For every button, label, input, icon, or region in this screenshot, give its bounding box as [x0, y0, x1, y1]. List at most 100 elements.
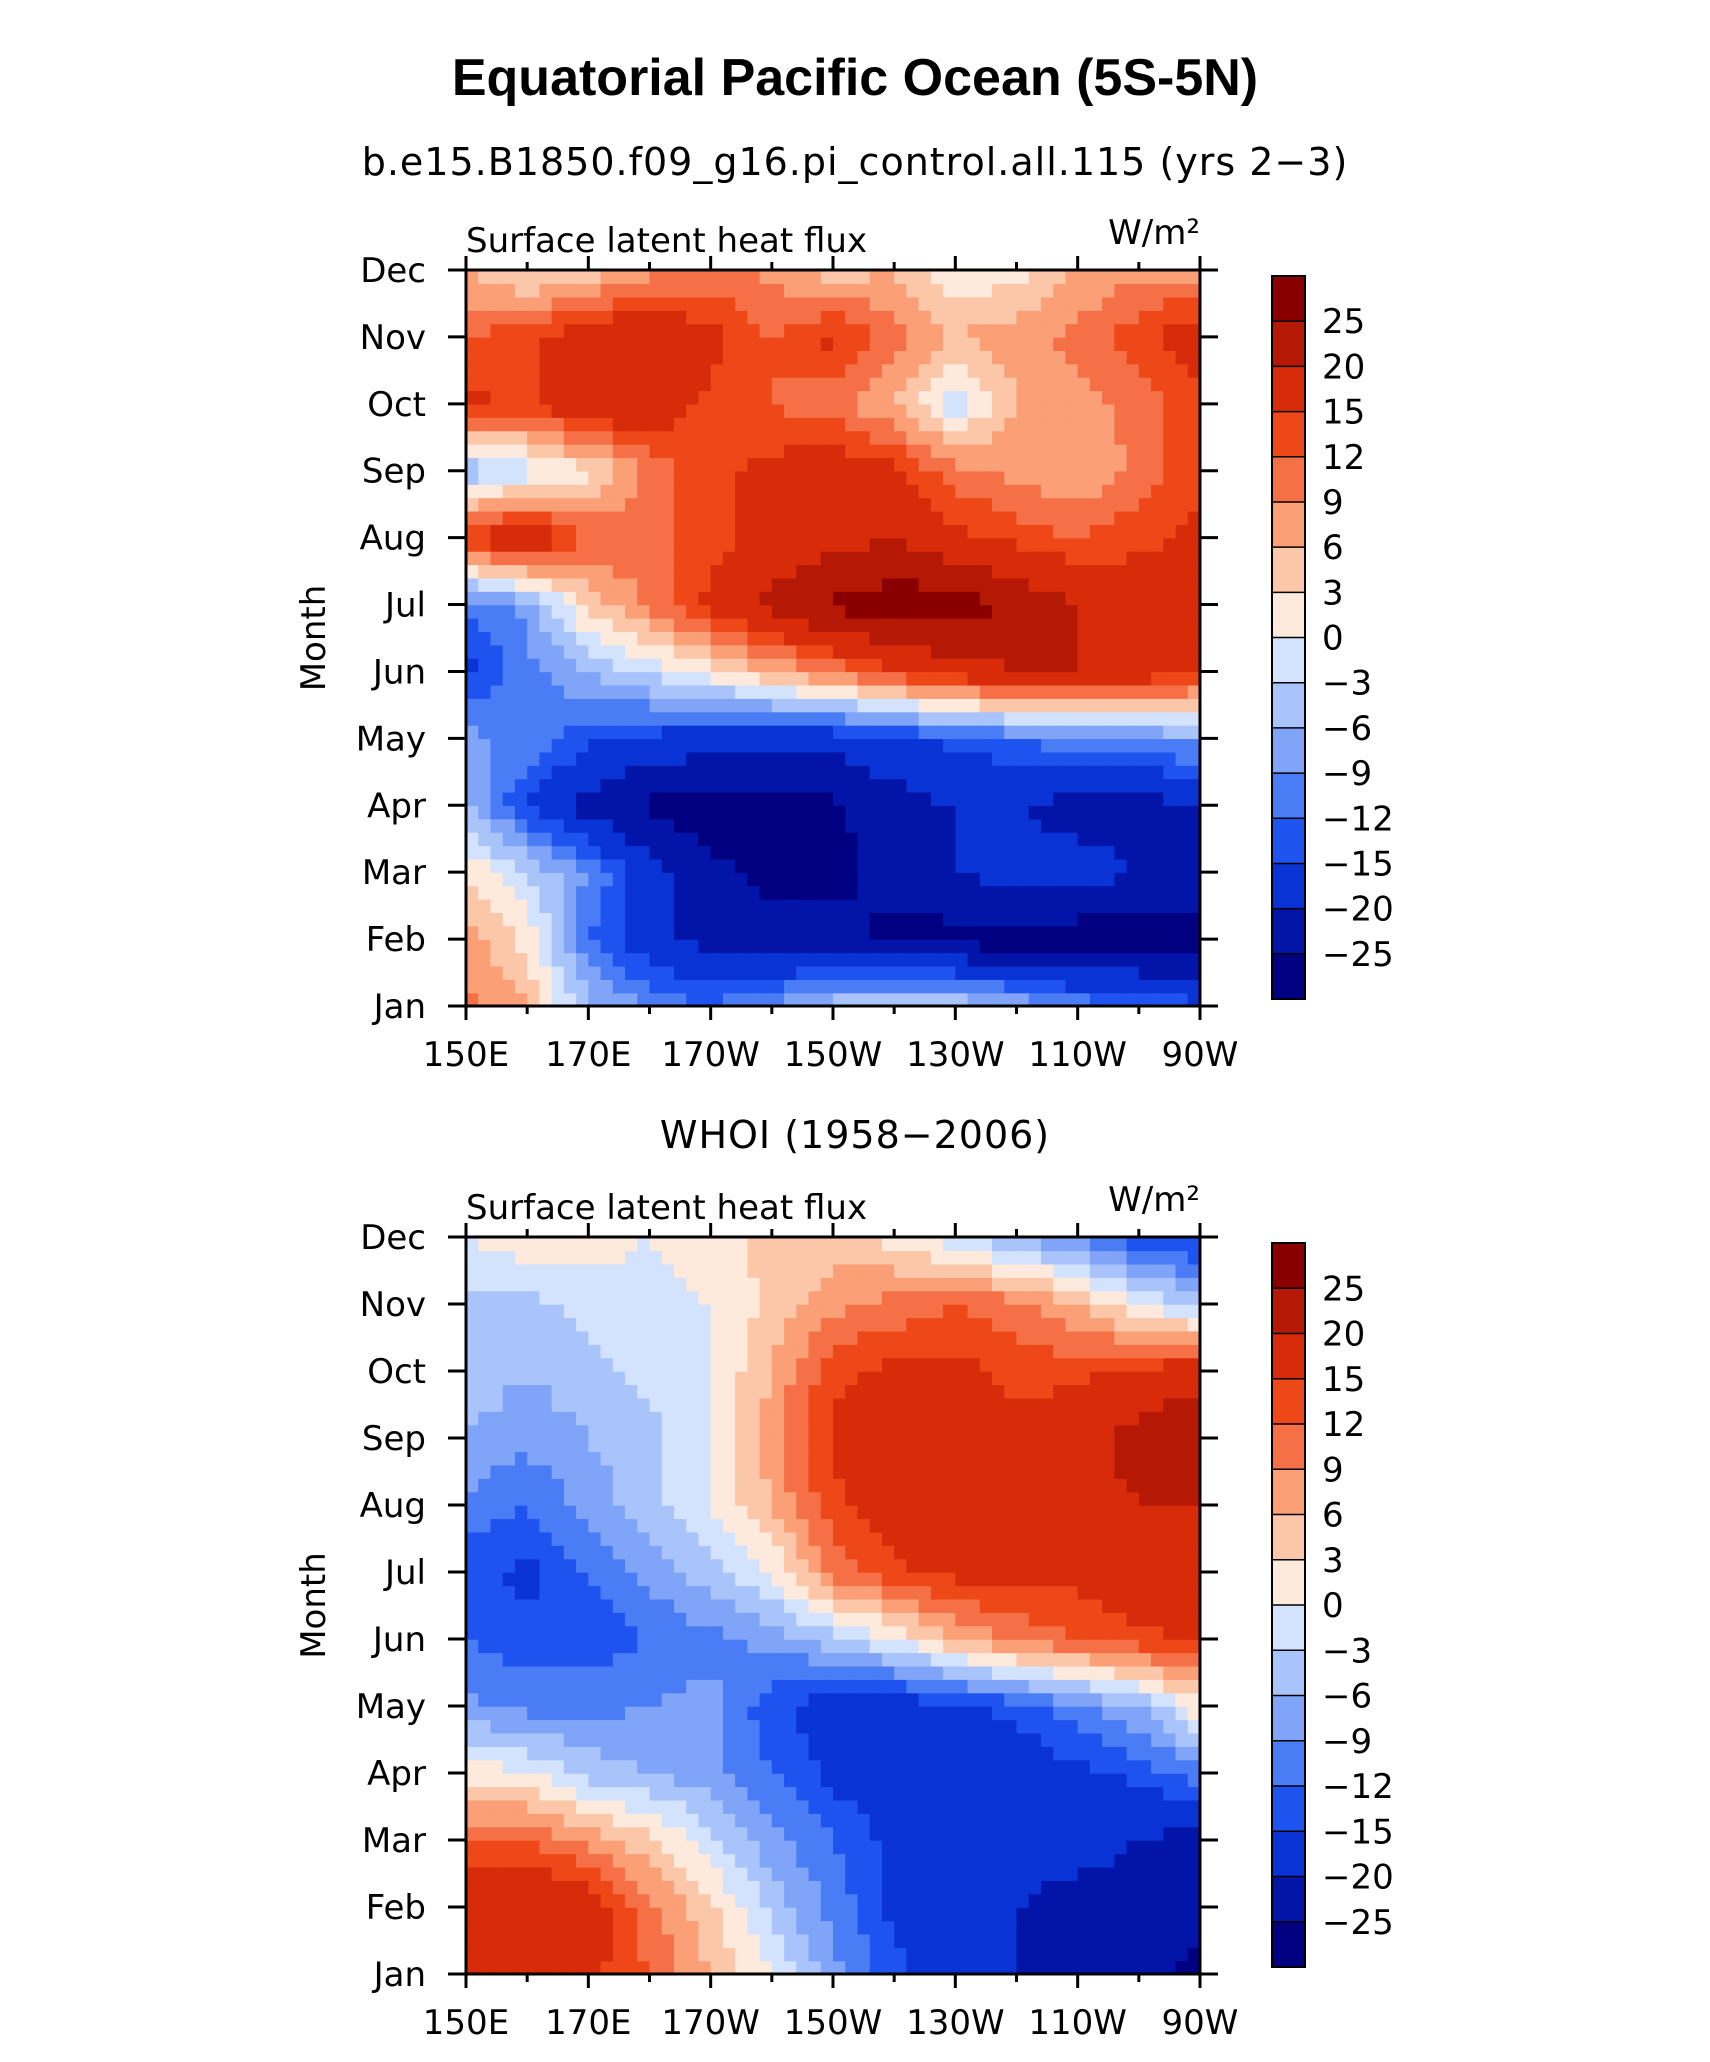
heatmap-cell: [698, 885, 712, 900]
heatmap-cell: [661, 1732, 675, 1747]
heatmap-cell: [992, 1786, 1005, 1801]
heatmap-cell: [600, 1920, 614, 1935]
heatmap-cell: [1004, 417, 1018, 432]
heatmap-cell: [625, 1746, 638, 1761]
heatmap-cell: [502, 1893, 516, 1908]
heatmap-cell: [625, 443, 638, 459]
heatmap-cell: [490, 805, 504, 820]
heatmap-cell: [808, 992, 822, 1007]
heatmap-cell: [845, 925, 859, 940]
heatmap-cell: [527, 577, 541, 592]
heatmap-cell: [930, 952, 944, 967]
heatmap-cell: [747, 350, 761, 365]
heatmap-cell: [1138, 965, 1152, 980]
heatmap-cell: [722, 1880, 736, 1895]
heatmap-cell: [747, 524, 761, 539]
heatmap-cell: [881, 684, 895, 699]
heatmap-cell: [710, 270, 724, 285]
heatmap-cell: [1114, 1692, 1128, 1707]
heatmap-cell: [771, 631, 785, 646]
heatmap-cell: [722, 591, 736, 606]
heatmap-cell: [661, 1866, 675, 1881]
heatmap-cell: [1065, 939, 1079, 954]
heatmap-cell: [845, 845, 859, 860]
heatmap-cell: [637, 992, 651, 1007]
heatmap-cell: [747, 1652, 761, 1667]
heatmap-cell: [612, 336, 626, 351]
heatmap-cell: [539, 1719, 553, 1734]
heatmap-cell: [881, 845, 895, 860]
heatmap-cell: [992, 1813, 1005, 1828]
heatmap-cell: [539, 711, 553, 726]
heatmap-cell: [1053, 631, 1067, 646]
heatmap-cell: [722, 1746, 736, 1761]
heatmap-cell: [930, 644, 944, 659]
heatmap-cell: [1151, 310, 1164, 325]
heatmap-cell: [735, 604, 749, 619]
heatmap-cell: [930, 403, 944, 418]
heatmap-cell: [992, 510, 1005, 525]
heatmap-cell: [1163, 1625, 1177, 1640]
heatmap-cell: [1040, 1746, 1054, 1761]
heatmap-cell: [1126, 979, 1140, 994]
heatmap-cell: [1077, 1907, 1091, 1922]
heatmap-cell: [1040, 711, 1054, 726]
heatmap-cell: [539, 992, 553, 1007]
heatmap-cell: [710, 1665, 724, 1680]
heatmap-cell: [551, 751, 565, 766]
heatmap-cell: [1077, 805, 1091, 820]
heatmap-cell: [563, 1652, 577, 1667]
heatmap-cell: [1126, 1826, 1140, 1841]
heatmap-cell: [478, 952, 492, 967]
heatmap-cell: [979, 992, 993, 1007]
heatmap-cell: [661, 457, 675, 472]
heatmap-cell: [478, 698, 492, 713]
heatmap-cell: [833, 1799, 846, 1814]
heatmap-cell: [673, 858, 687, 873]
heatmap-cell: [514, 1719, 528, 1734]
heatmap-cell: [600, 1679, 614, 1694]
heatmap-cell: [612, 377, 626, 392]
heatmap-cell: [735, 1799, 749, 1814]
heatmap-cell: [1053, 1947, 1067, 1962]
heatmap-cell: [894, 832, 908, 847]
heatmap-cell: [649, 1652, 663, 1667]
heatmap-cell: [1114, 403, 1128, 418]
heatmap-cell: [514, 296, 528, 311]
heatmap-cell: [576, 296, 590, 311]
heatmap-cell: [527, 270, 541, 285]
heatmap-cell: [820, 698, 834, 713]
heatmap-cell: [1175, 457, 1189, 472]
heatmap-cell: [1187, 1813, 1201, 1828]
heatmap-cell: [1187, 1880, 1201, 1895]
heatmap-cell: [600, 403, 614, 418]
heatmap-cell: [1114, 510, 1128, 525]
heatmap-cell: [845, 390, 859, 405]
heatmap-cell: [502, 363, 516, 378]
heatmap-cell: [747, 1947, 761, 1962]
heatmap-cell: [490, 1920, 504, 1935]
colorbar-swatch: [1272, 682, 1305, 729]
heatmap-cell: [857, 1866, 871, 1881]
heatmap-cell: [747, 296, 761, 311]
heatmap-cell: [1138, 1625, 1152, 1640]
heatmap-cell: [1028, 497, 1042, 512]
heatmap-cell: [1163, 1960, 1177, 1975]
heatmap-cell: [612, 858, 626, 873]
heatmap-cell: [820, 1947, 834, 1962]
heatmap-cell: [1053, 751, 1067, 766]
heatmap-cell: [906, 1960, 920, 1975]
heatmap-cell: [820, 724, 834, 740]
heatmap-cell: [625, 1880, 638, 1895]
heatmap-cell: [1102, 470, 1116, 485]
heatmap-cell: [686, 965, 700, 980]
heatmap-cell: [1028, 403, 1042, 418]
heatmap-cell: [466, 965, 479, 980]
heatmap-cell: [576, 564, 590, 579]
heatmap-cell: [759, 551, 773, 566]
heatmap-cell: [1040, 765, 1054, 780]
heatmap-cell: [490, 390, 504, 405]
heatmap-cell: [1175, 1880, 1189, 1895]
heatmap-cell: [600, 1907, 614, 1922]
